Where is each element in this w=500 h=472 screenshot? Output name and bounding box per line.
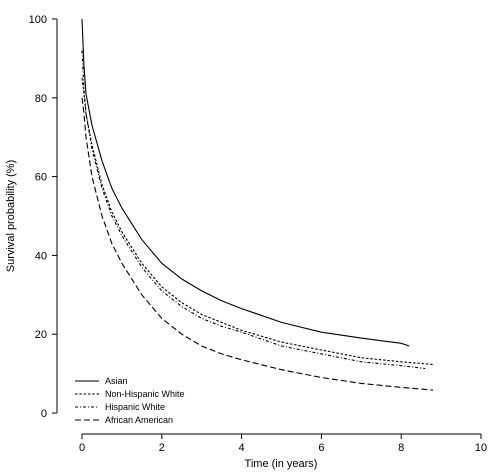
legend-label-hispanic-white: Hispanic White (105, 402, 165, 412)
x-tick-label: 8 (398, 442, 404, 454)
legend-label-non-hispanic-white: Non-Hispanic White (105, 389, 185, 399)
series-line-asian (81, 18, 410, 347)
y-tick-label: 80 (35, 93, 47, 105)
series-line-african-american (81, 97, 434, 391)
x-tick-label: 6 (318, 442, 324, 454)
x-tick-label: 2 (159, 442, 165, 454)
y-tick-label: 0 (41, 408, 47, 420)
y-axis-title: Survival probability (%) (5, 160, 17, 272)
x-axis-title: Time (in years) (245, 458, 318, 470)
series-line-hispanic-white (81, 50, 426, 370)
plot-area (81, 18, 434, 391)
legend-label-asian: Asian (105, 376, 128, 386)
y-tick-label: 60 (35, 172, 47, 184)
y-tick-label: 20 (35, 329, 47, 341)
y-tick-label: 100 (29, 14, 47, 26)
x-tick-label: 4 (239, 442, 245, 454)
y-tick-label: 40 (35, 250, 47, 262)
series-line-non-hispanic-white (81, 78, 434, 366)
legend: Asian Non-Hispanic White Hispanic White Afr… (75, 376, 185, 425)
x-tick-label: 10 (475, 442, 487, 454)
legend-label-african-american: African American (105, 415, 173, 425)
x-tick-label: 0 (79, 442, 85, 454)
